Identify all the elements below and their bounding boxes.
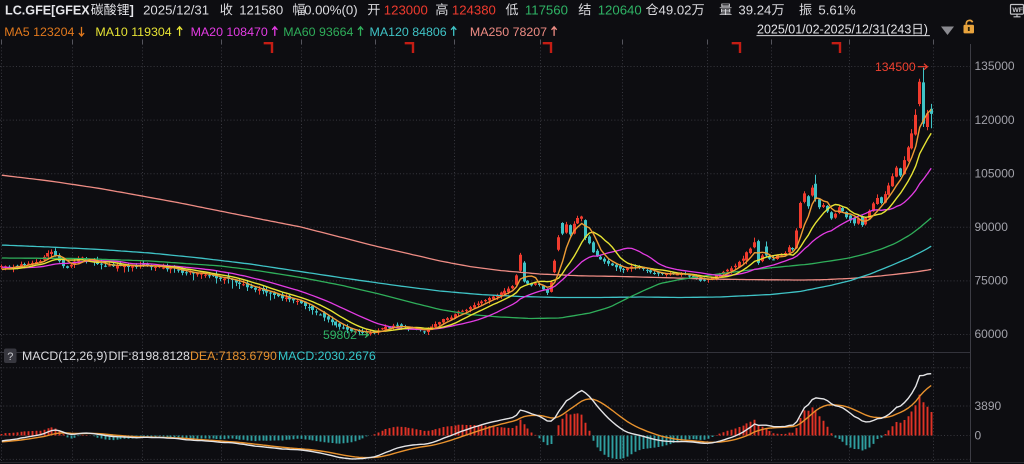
svg-text:117560: 117560 — [525, 2, 568, 17]
svg-text:90000: 90000 — [975, 220, 1009, 234]
svg-text:124380: 124380 — [452, 2, 496, 17]
svg-text:49.02: 49.02 — [659, 2, 692, 17]
svg-text:60000: 60000 — [975, 327, 1009, 341]
svg-text:): ) — [924, 23, 928, 37]
svg-text:DIF:8198.8128: DIF:8198.8128 — [109, 349, 191, 363]
svg-text:59802: 59802 — [323, 328, 357, 342]
svg-text:MA20 108470: MA20 108470 — [191, 25, 268, 39]
svg-text:]: ] — [130, 3, 134, 17]
svg-text:3890: 3890 — [975, 399, 1002, 413]
svg-text:120000: 120000 — [975, 113, 1015, 127]
svg-text:MACD(12,26,9): MACD(12,26,9) — [22, 349, 107, 363]
svg-text:DEA:7183.6790: DEA:7183.6790 — [190, 349, 277, 363]
svg-text:0: 0 — [975, 429, 982, 443]
svg-text:135000: 135000 — [975, 59, 1015, 73]
svg-text:75000: 75000 — [975, 274, 1009, 288]
svg-text:120640: 120640 — [598, 2, 642, 17]
svg-text:0.00%(0): 0.00%(0) — [304, 2, 358, 17]
svg-text:105000: 105000 — [975, 166, 1015, 180]
svg-text:?: ? — [7, 351, 13, 363]
svg-text:MACD:2030.2676: MACD:2030.2676 — [278, 349, 376, 363]
svg-text:39.24: 39.24 — [738, 2, 771, 17]
svg-text:2025/01/02-2025/12/31(243: 2025/01/02-2025/12/31(243 — [757, 23, 911, 37]
svg-text:123000: 123000 — [384, 2, 428, 17]
svg-text:2025/12/31: 2025/12/31 — [143, 2, 209, 17]
svg-text:WF: WF — [1012, 7, 1023, 14]
svg-text:MA250 78207: MA250 78207 — [470, 25, 547, 39]
svg-text:MA60 93664: MA60 93664 — [283, 25, 353, 39]
svg-text:134500: 134500 — [875, 60, 916, 74]
svg-text:MA10 119304: MA10 119304 — [95, 25, 171, 39]
svg-text:121580: 121580 — [239, 2, 283, 17]
svg-text:5.61%: 5.61% — [818, 2, 856, 17]
svg-text:LC.GFE[GFEX: LC.GFE[GFEX — [5, 3, 90, 17]
svg-text:MA120 84806: MA120 84806 — [370, 25, 447, 39]
svg-text:MA5 123204: MA5 123204 — [4, 25, 74, 39]
